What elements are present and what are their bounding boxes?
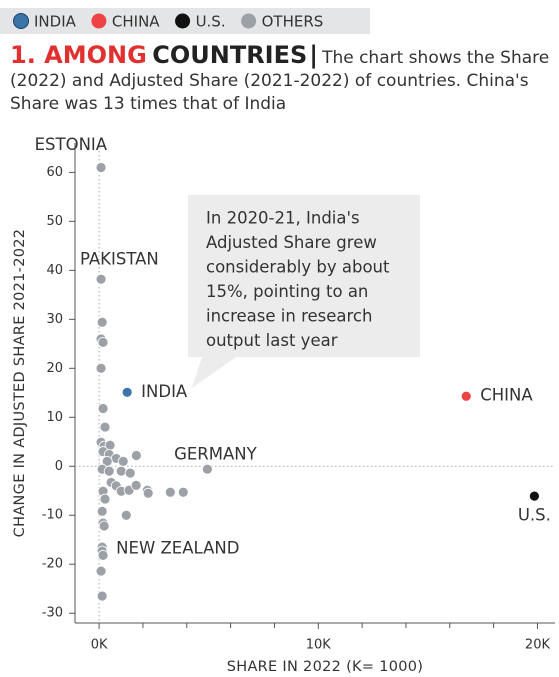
y-tick-label: 10 <box>46 410 63 425</box>
scatter-point <box>201 463 213 475</box>
callout-text: 15%, pointing to an <box>206 282 368 301</box>
scatter-point <box>117 455 129 467</box>
y-tick-label: 30 <box>46 312 63 327</box>
scatter-point <box>98 520 110 532</box>
callout-text: output last year <box>206 331 338 350</box>
y-tick-label: -30 <box>42 606 63 621</box>
point-label: GERMANY <box>174 445 258 464</box>
title-highlight: 1. AMONG <box>10 41 147 69</box>
callout-text: increase in research <box>206 307 372 326</box>
scatter-point <box>99 493 111 505</box>
y-tick-label: -20 <box>42 557 63 572</box>
scatter-point <box>96 590 108 602</box>
scatter-point <box>528 490 540 502</box>
scatter-point <box>99 421 111 433</box>
x-tick-label: 10K <box>306 638 332 653</box>
title-divider: | <box>309 41 319 69</box>
x-tick-label: 20K <box>525 638 551 653</box>
legend-marker <box>175 13 191 29</box>
point-label: NEW ZEALAND <box>116 539 239 558</box>
y-tick-label: 60 <box>46 165 63 180</box>
x-axis-label: SHARE IN 2022 (K= 1000) <box>227 659 424 675</box>
legend-marker <box>241 13 257 29</box>
scatter-point <box>121 386 133 398</box>
point-label: U.S. <box>518 506 551 525</box>
callout-box <box>188 195 420 388</box>
scatter-point <box>120 509 132 521</box>
scatter-point <box>96 316 108 328</box>
legend-label: INDIA <box>34 13 77 31</box>
scatter-point <box>95 162 107 173</box>
scatter-point <box>97 403 109 414</box>
scatter-point <box>177 486 189 498</box>
title: COUNTRIES <box>152 41 308 69</box>
callout-text: Adjusted Share grew <box>206 233 377 252</box>
y-tick-label: 50 <box>46 214 63 229</box>
scatter-point <box>103 465 115 477</box>
y-tick-label: 0 <box>55 459 63 474</box>
point-label: INDIA <box>141 382 188 401</box>
subtitle: The chart shows the Share (2022) and Adj… <box>10 48 550 114</box>
callout-text: In 2020-21, India's <box>206 209 360 228</box>
legend-label: OTHERS <box>262 13 324 31</box>
scatter-point <box>95 565 107 577</box>
point-label: PAKISTAN <box>80 250 159 269</box>
y-tick-label: 20 <box>46 361 63 376</box>
scatter-point <box>142 487 154 499</box>
point-label: ESTONIA <box>35 135 108 154</box>
scatter-point <box>96 505 108 517</box>
scatter-point <box>95 273 107 285</box>
scatter-point <box>164 486 176 498</box>
scatter-point <box>460 390 472 402</box>
scatter-point <box>95 362 107 374</box>
y-axis-label: CHANGE IN ADJUSTED SHARE 2021-2022 <box>12 229 28 538</box>
legend-marker <box>91 13 107 29</box>
legend-marker <box>13 13 29 29</box>
y-tick-label: -10 <box>42 508 63 523</box>
scatter-point <box>97 336 109 348</box>
callout-text: considerably by about <box>206 258 390 277</box>
y-tick-label: 40 <box>46 263 63 278</box>
scatter-point <box>130 450 142 461</box>
scatter-point <box>115 465 127 477</box>
scatter-point <box>130 479 142 491</box>
legend-label: CHINA <box>112 13 160 31</box>
header: 1. AMONG COUNTRIES| The chart shows the S… <box>10 41 550 116</box>
scatter-point <box>124 467 136 479</box>
legend-label: U.S. <box>196 13 226 31</box>
point-label: CHINA <box>480 386 533 405</box>
x-tick-label: 0K <box>91 638 108 653</box>
scatter-point <box>97 550 109 561</box>
